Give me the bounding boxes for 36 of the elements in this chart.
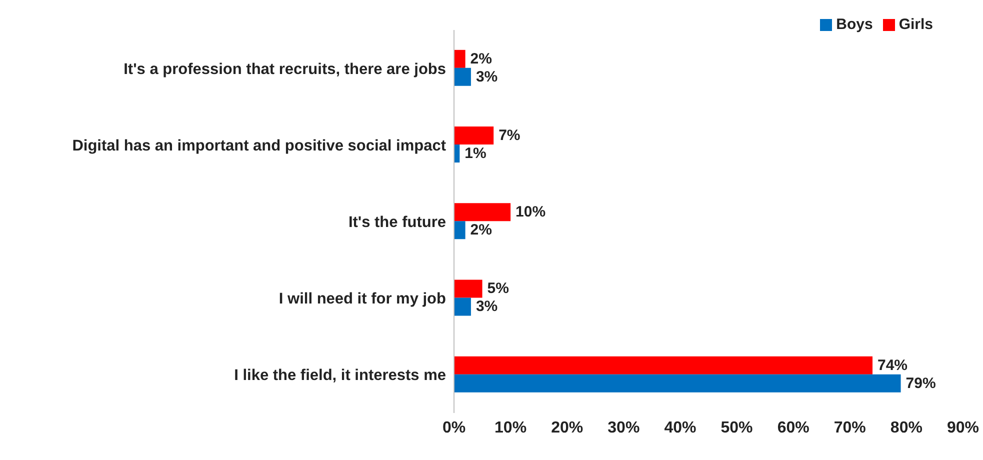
y-tick-label: I like the field, it interests me — [234, 367, 446, 384]
bar — [454, 280, 482, 298]
x-tick-label: 80% — [890, 419, 922, 436]
data-label: 10% — [516, 204, 546, 221]
bar — [454, 374, 901, 392]
data-label: 7% — [498, 127, 520, 144]
x-tick-label: 70% — [834, 419, 866, 436]
x-tick-label: 40% — [664, 419, 696, 436]
x-tick-label: 50% — [720, 419, 753, 436]
data-label: 5% — [487, 280, 509, 298]
y-tick-label: I will need it for my job — [278, 290, 446, 308]
bar — [454, 203, 511, 222]
bar — [454, 298, 471, 316]
y-tick-label: Digital has an important and positive social impact — [72, 137, 446, 154]
x-tick-label: 0% — [442, 419, 466, 436]
data-label: 3% — [476, 298, 498, 316]
x-tick-label: 10% — [494, 419, 527, 436]
x-tick-label: 90% — [946, 419, 980, 436]
data-label: 74% — [878, 356, 908, 374]
bar — [454, 126, 494, 145]
bar — [454, 68, 471, 86]
data-label: 2% — [470, 50, 492, 68]
legend-label: Boys — [836, 16, 873, 33]
bar — [454, 50, 466, 68]
data-label: 1% — [464, 145, 486, 162]
data-label: 3% — [476, 68, 498, 86]
data-label: 2% — [470, 222, 492, 239]
data-label: 79% — [906, 374, 936, 392]
y-tick-label: It's a profession that recruits, there are jobs — [124, 60, 446, 78]
x-tick-label: 30% — [608, 419, 640, 436]
bar — [454, 356, 873, 374]
y-tick-label: It's the future — [348, 214, 446, 232]
x-tick-label: 20% — [551, 419, 584, 436]
legend-label: Girls — [898, 16, 933, 33]
bar — [454, 221, 466, 240]
x-tick-label: 60% — [777, 419, 810, 436]
